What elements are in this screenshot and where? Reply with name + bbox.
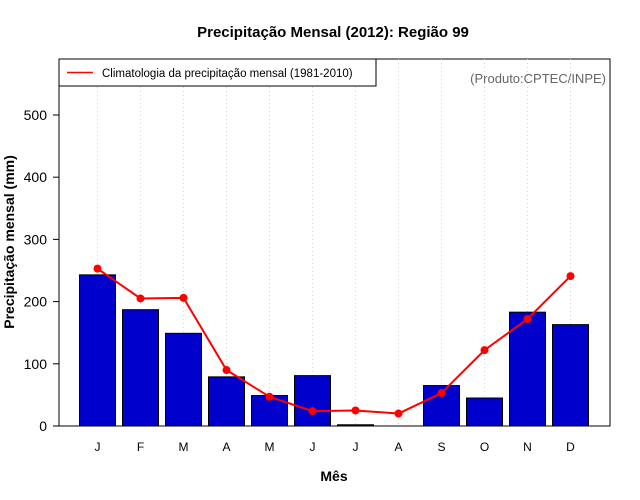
- climatology-point: [437, 389, 446, 398]
- y-axis: 0 100 200 300 400 500: [24, 107, 60, 434]
- x-tick-label: O: [480, 440, 489, 454]
- climatology-point: [351, 406, 360, 415]
- x-tick-label: S: [437, 440, 445, 454]
- bar: [552, 324, 589, 427]
- legend-box: [58, 58, 377, 87]
- climatology-line: [96, 267, 572, 415]
- x-tick-label: F: [137, 440, 144, 454]
- climatology-point: [523, 315, 532, 324]
- climatology-point: [394, 409, 403, 418]
- climatology-point: [480, 346, 489, 355]
- y-tick-label: 100: [24, 356, 48, 372]
- climatology-point: [308, 407, 317, 416]
- climatology-point: [222, 366, 231, 375]
- x-tick-label: M: [179, 440, 189, 454]
- x-tick-label: A: [394, 440, 402, 454]
- x-tick-label: J: [95, 440, 101, 454]
- bar: [208, 376, 245, 427]
- x-axis-label: Mês: [320, 468, 347, 484]
- x-tick-label: N: [523, 440, 532, 454]
- bar: [509, 311, 546, 427]
- y-tick-label: 400: [24, 169, 48, 185]
- legend: Climatologia da precipitação mensal (198…: [58, 58, 377, 87]
- bar: [294, 375, 331, 427]
- climatology-series: [93, 264, 575, 418]
- bar-series: [79, 274, 589, 427]
- y-tick-label: 500: [24, 107, 48, 123]
- x-tick-label: A: [222, 440, 230, 454]
- bar: [79, 274, 116, 427]
- x-tick-label: D: [566, 440, 575, 454]
- climatology-point: [136, 294, 145, 303]
- y-axis-label: Precipitação mensal (mm): [1, 155, 17, 329]
- climatology-point: [566, 272, 575, 281]
- chart-title: Precipitação Mensal (2012): Região 99: [197, 24, 469, 41]
- bar: [337, 424, 374, 427]
- bar: [165, 332, 202, 427]
- credit-text: (Produto:CPTEC/INPE): [470, 71, 606, 86]
- bar: [466, 397, 503, 427]
- y-tick-label: 300: [24, 231, 48, 247]
- x-tick-label: J: [310, 440, 316, 454]
- x-tick-label: M: [265, 440, 275, 454]
- bar: [122, 309, 159, 427]
- legend-label-climatology: Climatologia da precipitação mensal (198…: [102, 68, 353, 80]
- y-tick-label: 0: [39, 418, 47, 434]
- x-tick-label: J: [353, 440, 359, 454]
- climatology-point: [93, 264, 102, 273]
- climatology-point: [265, 392, 274, 401]
- climatology-point: [179, 293, 188, 302]
- y-tick-label: 200: [24, 294, 48, 310]
